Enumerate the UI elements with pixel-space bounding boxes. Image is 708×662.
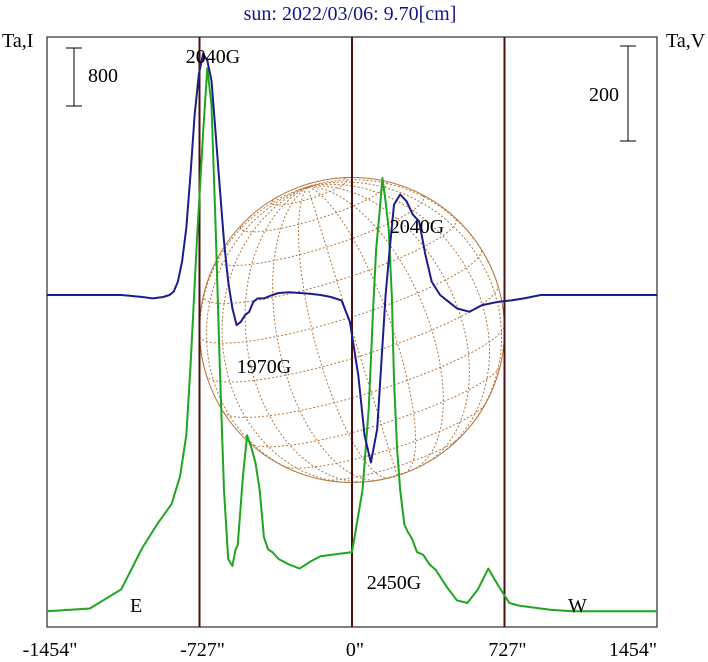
x-tick-label: -727" [180, 639, 225, 661]
latitude-line [199, 249, 483, 344]
longitude-line [221, 186, 350, 483]
x-tick-label: 1454" [609, 639, 657, 661]
scale-bar-label: 800 [88, 65, 118, 87]
left-axis-label: Ta,I [2, 30, 33, 52]
latitude-line [202, 216, 457, 304]
longitude-line [307, 186, 398, 476]
latitude-line [283, 403, 486, 469]
annotations: 2040G 1970G 2040G 2450G [186, 46, 444, 594]
latitude-line [223, 324, 505, 418]
x-tick-label: 727" [488, 639, 526, 661]
field-strength-annotation: 1970G [237, 356, 291, 378]
longitude-line [307, 181, 503, 425]
longitude-line [244, 186, 370, 483]
field-strength-annotation: 2040G [186, 46, 240, 68]
series-line-I [46, 67, 657, 613]
longitude-line [272, 186, 382, 481]
field-strength-annotation: 2040G [390, 216, 444, 238]
right-axis-label: Ta,V [666, 30, 706, 52]
series-line-V [47, 52, 657, 464]
latitude-line [216, 193, 425, 267]
longitude-line [307, 179, 499, 286]
series-layer [46, 52, 657, 613]
scale-bars: 800 200 [66, 45, 636, 142]
solar-disk-grid [199, 177, 505, 483]
longitude-line [307, 183, 491, 455]
latitude-line [205, 284, 499, 383]
longitude-line [307, 186, 444, 471]
right-scale-bar: 200 [589, 45, 636, 142]
field-strength-annotation: 2450G [367, 572, 421, 594]
scale-bar-label: 200 [589, 84, 619, 106]
longitude-line [199, 186, 308, 376]
east-limb-label: E [130, 595, 142, 617]
left-scale-bar: 800 [66, 47, 118, 107]
x-tick-label: 0" [346, 639, 364, 661]
longitude-line [307, 185, 470, 466]
chart-title: sun: 2022/03/06: 9.70[cm] [244, 3, 457, 25]
longitude-line [205, 186, 308, 476]
x-tick-label: -1454" [23, 639, 78, 661]
west-limb-label: W [568, 595, 587, 617]
latitude-line [369, 464, 424, 482]
x-tick-labels: -1454" -727" 0" 727" 1454" [23, 639, 658, 661]
